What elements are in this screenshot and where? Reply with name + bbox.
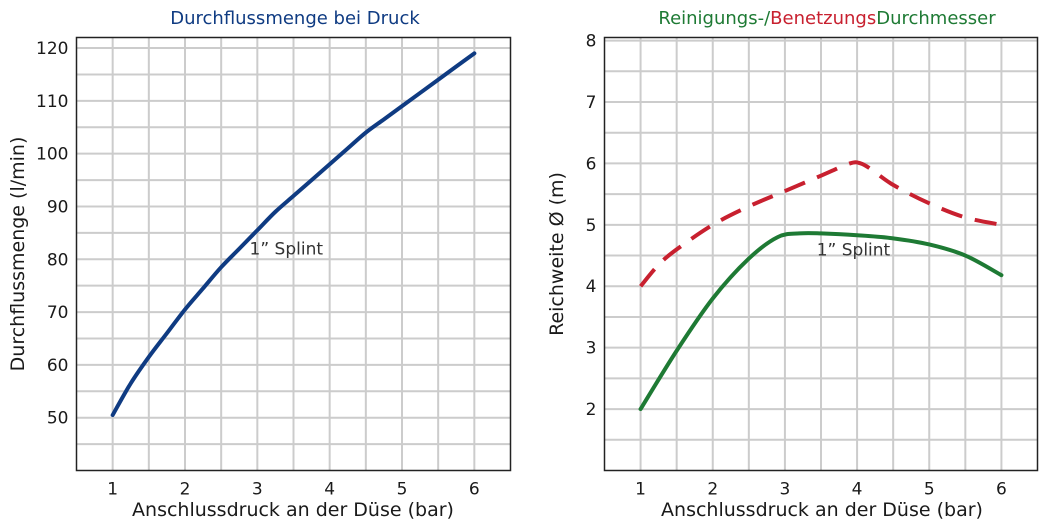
x-tick-label: 5 — [924, 480, 935, 500]
y-tick-label: 6 — [586, 154, 597, 174]
y-tick-label: 50 — [47, 409, 69, 429]
y-tick-label: 3 — [586, 339, 597, 359]
diameter-chart-x-ticks: 1 2 3 4 5 6 — [635, 480, 1007, 500]
diameter-chart-y-ticks: 2 3 4 5 6 7 8 — [586, 32, 597, 421]
y-tick-label: 80 — [47, 250, 69, 270]
y-tick-label: 110 — [36, 92, 68, 112]
x-tick-label: 6 — [469, 480, 480, 500]
flow-chart-plot-area — [75, 36, 512, 472]
x-tick-label: 1 — [635, 480, 646, 500]
y-tick-label: 60 — [47, 356, 69, 376]
x-tick-label: 3 — [780, 480, 791, 500]
diameter-chart-y-axis-label: Reichweite Ø (m) — [546, 172, 568, 336]
x-tick-label: 2 — [180, 480, 191, 500]
flow-chart-series — [110, 51, 477, 418]
flow-chart-title: Durchflussmenge bei Druck — [170, 8, 420, 29]
title-part-cleaning: Reinigungs-/ — [658, 8, 771, 29]
y-tick-label: 120 — [36, 39, 68, 59]
flow-chart-x-ticks: 1 2 3 4 5 6 — [107, 480, 479, 500]
flow-chart-y-ticks: 50 60 70 80 90 100 110 120 — [36, 39, 68, 429]
diameter-chart-x-axis-label: Anschlussdruck an der Düse (bar) — [661, 499, 983, 521]
x-tick-label: 5 — [397, 480, 408, 500]
title-part-diameter: Durchmesser — [876, 8, 996, 29]
x-tick-label: 4 — [852, 480, 863, 500]
wetting-diameter-line — [639, 160, 1002, 288]
flow-chart-annotation: 1” Splint — [250, 240, 324, 260]
diameter-chart-plot-area — [603, 36, 1039, 472]
y-tick-label: 7 — [586, 93, 597, 113]
y-tick-label: 100 — [36, 145, 68, 165]
cleaning-diameter-line — [638, 231, 1004, 412]
diameter-chart-annotation: 1” Splint — [817, 240, 891, 260]
flow-chart: Durchflussmenge bei Druck 1 2 3 4 5 6 50 60 70 8… — [7, 8, 512, 521]
y-tick-label: 2 — [586, 400, 597, 420]
title-part-wetting: Benetzungs — [770, 8, 876, 29]
flow-chart-grid — [76, 37, 511, 471]
y-tick-label: 90 — [47, 197, 69, 217]
flow-chart-y-axis-label: Durchflussmenge (l/min) — [7, 137, 29, 372]
x-tick-label: 6 — [996, 480, 1007, 500]
x-tick-label: 1 — [107, 480, 118, 500]
diameter-chart-title: Reinigungs-/BenetzungsDurchmesser — [658, 8, 996, 29]
flow-chart-x-axis-label: Anschlussdruck an der Düse (bar) — [132, 499, 454, 521]
diameter-chart: Reinigungs-/BenetzungsDurchmesser 1 2 3 4 5 6… — [546, 8, 1039, 521]
x-tick-label: 4 — [324, 480, 335, 500]
y-tick-label: 70 — [47, 303, 69, 323]
diameter-chart-series — [638, 160, 1004, 412]
x-tick-label: 3 — [252, 480, 263, 500]
y-tick-label: 5 — [586, 216, 597, 236]
y-tick-label: 8 — [586, 32, 597, 52]
flow-line — [110, 51, 477, 418]
y-tick-label: 4 — [586, 277, 597, 297]
x-tick-label: 2 — [707, 480, 718, 500]
